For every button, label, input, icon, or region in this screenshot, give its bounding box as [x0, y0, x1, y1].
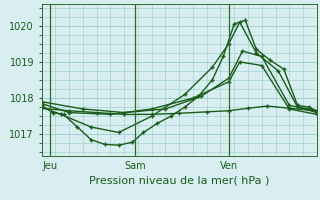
X-axis label: Pression niveau de la mer( hPa ): Pression niveau de la mer( hPa ) — [89, 175, 269, 185]
